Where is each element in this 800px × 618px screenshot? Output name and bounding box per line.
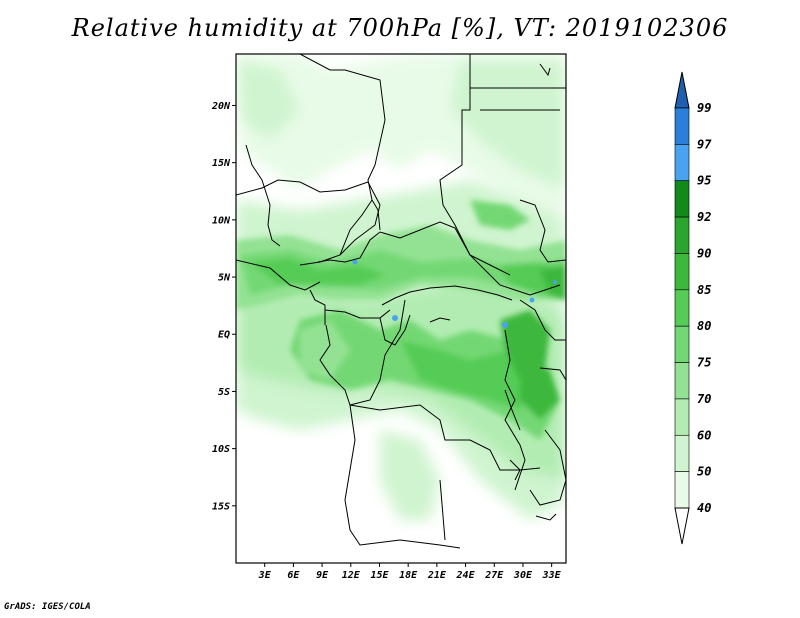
colorbar-label: 99 <box>697 101 711 115</box>
border-ethiopia <box>519 199 566 263</box>
lon-tick-label: 30E <box>513 570 533 581</box>
map-frame <box>235 53 567 564</box>
grads-credit: GrADS: IGES/COLA <box>4 602 91 612</box>
colorbar-label: 70 <box>697 392 711 406</box>
colorbar-box <box>674 216 690 254</box>
longitude-axis: 3E 6E 9E 12E 15E 18E 21E 24E 27E 30E 33E <box>258 563 562 581</box>
border-niger-algeria <box>299 54 386 231</box>
colorbar-label: 60 <box>697 428 711 442</box>
lon-tick-label: 24E <box>456 570 476 581</box>
colorbar-label: 40 <box>697 501 711 515</box>
colorbar-box <box>674 325 690 363</box>
colorbar-label: 97 <box>697 137 712 151</box>
colorbar-label: 90 <box>697 246 711 260</box>
colorbar-box <box>674 398 690 436</box>
colorbar-box <box>674 289 690 327</box>
border-east-lakes <box>504 329 526 491</box>
humidity-saturation-spots <box>352 259 557 328</box>
coast-red-sea <box>539 63 551 77</box>
colorbar-box <box>674 471 690 509</box>
lat-tick-label: 15N <box>212 158 231 169</box>
lon-tick-label: 9E <box>316 570 329 581</box>
colorbar-label: 80 <box>697 319 711 333</box>
coast-gulf-of-guinea <box>236 259 321 291</box>
map-title: Relative humidity at 700hPa [%], VT: 201… <box>71 14 729 42</box>
lat-tick-label: 10S <box>212 444 230 455</box>
lon-tick-label: 33E <box>542 570 562 581</box>
border-car-drc <box>381 285 513 306</box>
colorbar-box <box>674 434 690 472</box>
lon-tick-label: 12E <box>342 570 361 581</box>
country-borders <box>236 54 566 549</box>
humidity-field <box>236 54 566 563</box>
border-angola <box>344 404 461 549</box>
colorbar-box <box>674 107 690 145</box>
colorbar-box <box>674 362 690 400</box>
colorbar-label: 50 <box>697 465 711 479</box>
border-tanzania-kenya <box>539 367 566 381</box>
border-nigeria-east <box>339 199 373 256</box>
colorbar-box <box>674 144 690 182</box>
lon-tick-label: 15E <box>370 570 389 581</box>
colorbar-top-arrow <box>674 71 690 109</box>
lat-tick-label: 5N <box>218 273 231 284</box>
lake-malawi <box>509 459 521 481</box>
colorbar-label: 75 <box>697 356 711 370</box>
colorbar-label: 92 <box>697 210 711 224</box>
river-segment <box>429 317 451 323</box>
border-central-north <box>317 221 561 296</box>
border-nigeria-west <box>245 144 281 247</box>
lon-tick-label: 6E <box>287 570 300 581</box>
lat-tick-label: 15S <box>212 501 230 512</box>
border-drc-angola-zambia <box>349 404 541 471</box>
coast-cameroon <box>309 289 326 325</box>
border-chad-sudan <box>439 54 511 276</box>
lon-tick-label: 21E <box>427 570 447 581</box>
lat-tick-label: EQ <box>218 330 230 341</box>
lon-tick-label: 18E <box>399 570 418 581</box>
border-uganda-kenya <box>519 299 566 341</box>
lat-tick-label: 5S <box>218 387 230 398</box>
colorbar-box <box>674 253 690 291</box>
colorbar-label: 95 <box>697 174 711 188</box>
lon-tick-label: 27E <box>484 570 504 581</box>
latitude-axis: 20N 15N 10N 5N EQ 5S 10S 15S <box>211 101 236 512</box>
colorbar-box <box>674 180 690 218</box>
border-mozambique <box>529 429 566 506</box>
lake-tanganyika <box>504 389 521 431</box>
lat-tick-label: 20N <box>211 101 231 112</box>
colorbar: 99 97 95 92 90 85 80 75 70 60 50 40 <box>674 71 712 545</box>
colorbar-bottom-arrow <box>674 507 690 545</box>
border-cameroon-gabon <box>324 309 391 319</box>
coast-south-east <box>535 513 557 521</box>
border-angola-zambia-east <box>439 479 446 541</box>
border-congo-river <box>379 314 411 346</box>
colorbar-label: 85 <box>697 283 711 297</box>
lon-tick-label: 3E <box>258 570 272 581</box>
lat-tick-label: 10N <box>212 215 231 226</box>
